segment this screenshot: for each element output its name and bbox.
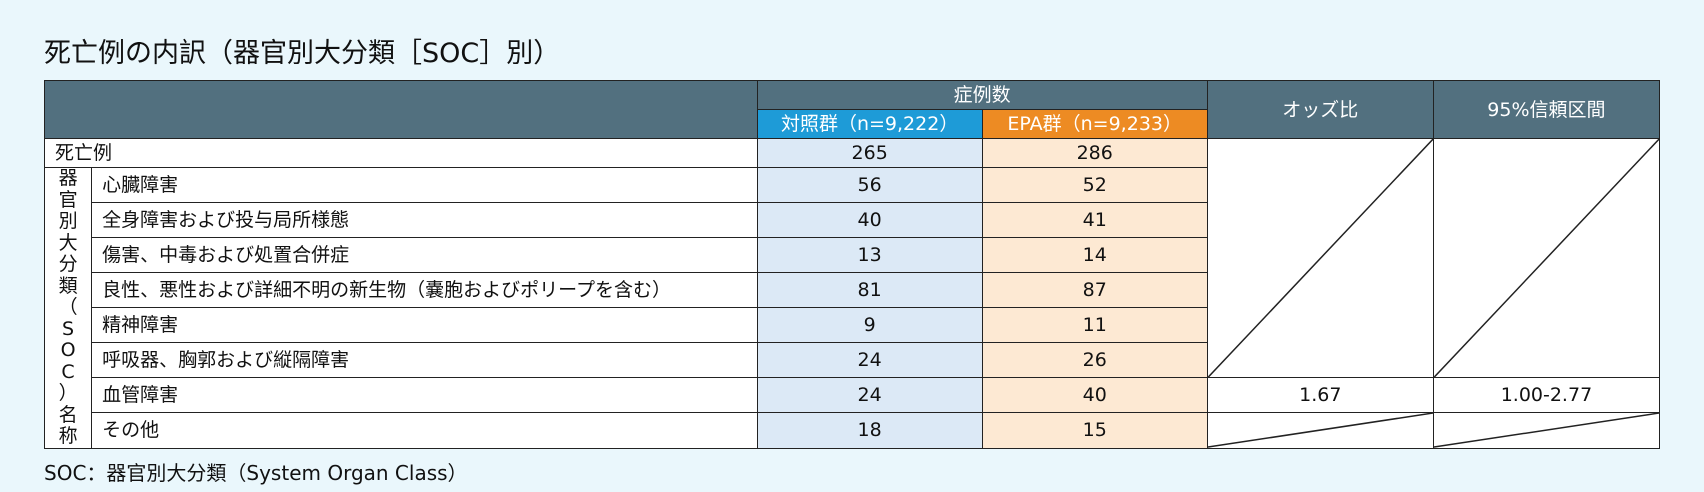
cell-control: 56 [756,166,983,204]
ci-na-cell [1432,412,1661,449]
diagonal-slash [1208,139,1433,377]
row-label-total: 死亡例 [44,138,758,168]
header-epa-group: EPA群（n=9,233） [981,109,1208,139]
cell-control-total: 265 [756,138,983,168]
group-label-char: 称 [58,425,78,447]
group-label-char: 器 [58,167,78,189]
row-label: 精神障害 [91,307,758,344]
group-label-char: 官 [58,188,78,211]
table-row: 器 官 別 大 分 類 （ S O C ） 名 称 心臓障害 56 52 [43,166,1660,449]
group-label-char: 類 [58,274,78,297]
group-label-char: （ [58,296,78,318]
footnote: SOC：器官別大分類（System Organ Class） [44,460,468,485]
group-label-char: ） [58,382,78,404]
cell-epa: 87 [981,272,1208,309]
cell-control: 81 [756,272,983,309]
row-label: その他 [91,412,758,449]
cell-epa: 40 [981,377,1208,414]
row-label: 傷害、中毒および処置合併症 [91,237,758,274]
group-label-char: 大 [58,231,78,254]
group-label-char: 分 [58,253,78,275]
diagonal-slash [1434,413,1659,447]
table-row-total: 死亡例 265 286 [44,137,1661,379]
cell-epa: 41 [981,202,1208,239]
diagonal-slash [1208,413,1433,447]
group-label-char: S [62,317,75,340]
row-label: 呼吸器、胸郭および縦隔障害 [91,342,758,379]
header-odds-ratio: オッズ比 [1206,80,1434,139]
cell-control: 13 [756,237,983,274]
ci-na-cell [1432,137,1661,379]
cell-epa-total: 286 [981,138,1208,168]
header-case-count: 症例数 [756,80,1208,110]
cell-control: 24 [756,342,983,379]
row-label: 血管障害 [91,377,758,414]
row-label: 良性、悪性および詳細不明の新生物（嚢胞およびポリープを含む） [91,272,758,309]
group-label-char: C [61,360,75,383]
cell-epa: 52 [981,166,1208,204]
group-label-char: O [60,339,76,361]
table-row: 良性、悪性および詳細不明の新生物（嚢胞およびポリープを含む） 81 87 [45,272,1660,309]
cell-control: 9 [756,307,983,344]
row-label: 全身障害および投与局所様態 [91,202,758,239]
soc-group-label: 器 官 別 大 分 類 （ S O C ） 名 称 [43,167,93,449]
odds-ratio-na-cell [1206,137,1434,379]
page: 死亡例の内訳（器官別大分類［SOC］別） 症例数 オッズ比 95%信頼区間 対照… [43,36,1661,487]
soc-death-table: 症例数 オッズ比 95%信頼区間 対照群（n=9,222） EPA群（n=9,2… [43,80,1661,449]
diagonal-slash [1434,139,1659,377]
cell-epa: 11 [981,307,1208,344]
group-label-char: 名 [58,403,78,426]
cell-control: 24 [756,377,983,414]
group-label-char: 別 [58,210,78,232]
table-row: 呼吸器、胸郭および縦隔障害 24 26 [45,342,1660,379]
table-row: 傷害、中毒および処置合併症 13 14 [45,237,1660,274]
cell-odds-ratio: 1.67 [1206,377,1434,414]
page-title: 死亡例の内訳（器官別大分類［SOC］別） [44,38,561,69]
table-row: 全身障害および投与局所様態 40 41 [45,202,1660,239]
odds-ratio-na-cell [1206,412,1434,449]
cell-epa: 26 [981,342,1208,379]
header-ci: 95%信頼区間 [1432,80,1661,139]
row-label: 心臓障害 [91,166,758,204]
table-row: 血管障害 24 40 1.67 1.00-2.77 [45,377,1661,414]
table-row: その他 18 15 [45,412,1661,449]
cell-epa: 15 [981,412,1208,449]
cell-epa: 14 [981,237,1208,274]
cell-control: 18 [756,412,983,449]
cell-ci: 1.00-2.77 [1432,377,1661,414]
cell-control: 40 [756,202,983,239]
header-control-group: 対照群（n=9,222） [756,109,983,139]
header-blank [44,80,758,139]
